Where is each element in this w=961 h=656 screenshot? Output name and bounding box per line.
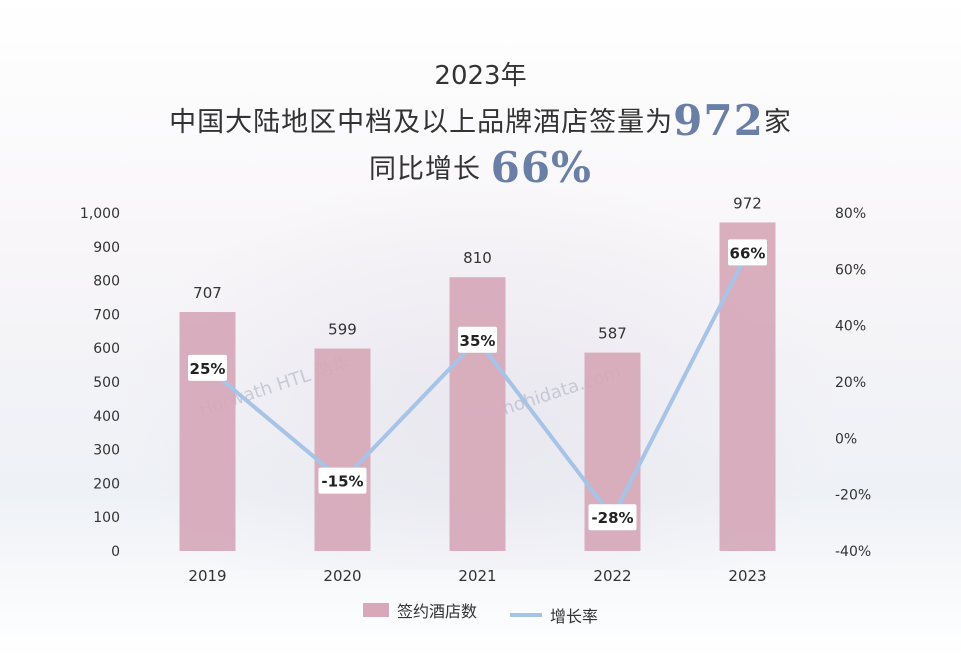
y-left-tick-label: 600 [93,341,120,357]
y-right-tick-label: -20% [835,488,871,504]
y-left-tick-label: 800 [93,274,120,290]
x-tick-label: 2020 [323,567,361,585]
bar-value-label: 599 [328,321,357,339]
bar-2023 [719,222,776,552]
chart-title-year: 2023年 [434,61,527,91]
legend-item-bar: 签约酒店数 [362,598,477,622]
bar-2019 [179,312,236,551]
growth-label-box [728,239,767,266]
y-right-tick-label: 0% [835,431,857,447]
legend: 签约酒店数 增长率 [0,598,961,627]
chart-title-main: 中国大陆地区中档及以上品牌酒店签量为972家 [169,96,792,145]
growth-label-box [318,467,367,494]
legend-swatch-bar [362,603,389,617]
x-tick-label: 2019 [188,567,226,585]
growth-rate-label: 25% [190,360,226,378]
legend-swatch-line [510,613,543,617]
growth-rate-label: -15% [321,473,363,491]
highlight-growth: 66% [490,143,592,192]
growth-label-box [188,354,227,381]
bar-2021 [449,277,506,551]
chart-title-growth: 同比增长 66% [369,143,592,192]
y-left-tick-label: 300 [93,443,120,459]
y-right-tick-label: 60% [835,262,866,278]
y-left-tick-label: 400 [93,409,120,425]
x-tick-label: 2021 [458,567,496,585]
growth-label-box [458,326,497,353]
bar-value-label: 587 [598,325,627,343]
y-right-tick-label: 40% [835,319,866,335]
legend-item-line: 增长率 [510,603,598,627]
bar-2020 [314,348,371,551]
y-right-tick-label: -40% [835,544,871,560]
y-right-tick-label: 80% [835,206,866,222]
y-left-tick-label: 200 [93,476,120,492]
bar-value-label: 707 [193,284,222,302]
x-tick-label: 2022 [593,567,631,585]
y-right-tick-label: 20% [835,375,866,391]
growth-rate-label: 35% [460,332,496,350]
x-tick-label: 2023 [728,567,766,585]
y-left-tick-label: 0 [111,544,120,560]
y-left-tick-label: 500 [93,375,120,391]
y-left-tick-label: 900 [93,240,120,256]
y-left-tick-label: 700 [93,307,120,323]
growth-rate-label: -28% [591,509,633,527]
growth-label-box [588,504,637,531]
highlight-count: 972 [673,96,764,145]
y-left-tick-label: 100 [93,510,120,526]
bar-value-label: 972 [733,194,762,212]
y-left-tick-label: 1,000 [80,206,120,222]
bar-value-label: 810 [463,249,492,267]
growth-rate-label: 66% [730,244,766,262]
